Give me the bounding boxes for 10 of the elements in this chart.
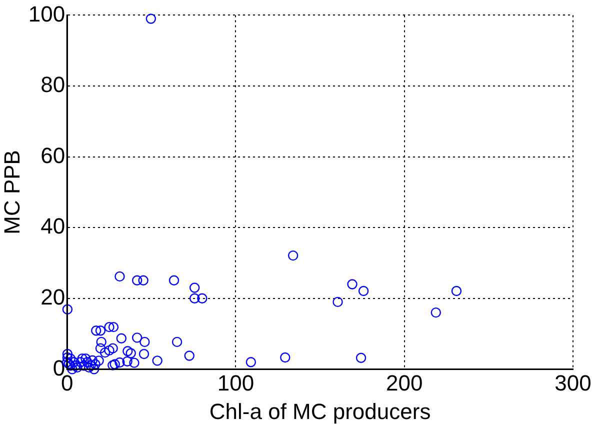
x-axis-title: Chl-a of MC producers bbox=[209, 398, 431, 424]
x-tick-label: 300 bbox=[554, 370, 592, 396]
y-axis-title: MC PPB bbox=[0, 150, 24, 234]
y-tick-label: 60 bbox=[40, 142, 66, 168]
x-tick-label: 100 bbox=[217, 370, 254, 396]
x-tick-label: 200 bbox=[386, 370, 423, 396]
y-tick-label: 100 bbox=[28, 1, 66, 26]
y-tick-label: 20 bbox=[40, 284, 66, 310]
y-tick-label: 40 bbox=[40, 214, 66, 239]
y-tick-label: 80 bbox=[40, 72, 66, 98]
